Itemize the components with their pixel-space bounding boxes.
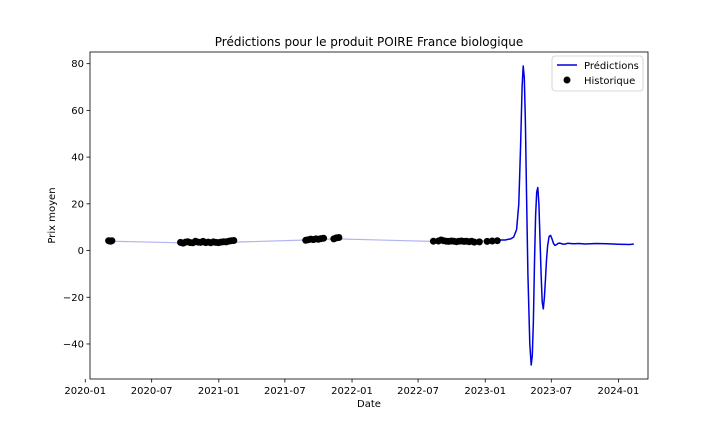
y-tick-label: 0 — [78, 246, 84, 257]
x-tick-label: 2020-01 — [64, 386, 106, 397]
x-tick-label: 2023-07 — [530, 386, 572, 397]
y-tick-label: −40 — [63, 339, 84, 350]
chart-title: Prédictions pour le produit POIRE France… — [215, 35, 523, 49]
plot-area — [90, 52, 648, 379]
x-tick-label: 2023-01 — [464, 386, 506, 397]
legend-historique-label: Historique — [584, 76, 635, 87]
x-tick-label: 2022-01 — [331, 386, 373, 397]
x-tick-label: 2021-07 — [264, 386, 306, 397]
x-tick-label: 2020-07 — [131, 386, 173, 397]
y-axis: −40 −20 0 20 40 60 80 — [63, 59, 90, 350]
historique-point — [320, 234, 328, 242]
plot-background — [90, 52, 648, 379]
historique-point — [475, 238, 483, 246]
historique-point — [230, 237, 238, 244]
historique-point — [493, 237, 501, 245]
x-axis: 2020-01 2020-07 2021-01 2021-07 2022-01 2022-… — [64, 379, 639, 397]
historique-point — [483, 237, 491, 245]
y-tick-label: 80 — [71, 59, 84, 70]
y-tick-label: −20 — [63, 293, 84, 304]
historique-point — [108, 237, 116, 245]
historique-point — [429, 237, 437, 245]
legend-predictions-label: Prédictions — [584, 60, 639, 72]
historique-point — [335, 234, 343, 241]
plot-frame — [89, 51, 649, 380]
historique-point — [470, 238, 478, 246]
y-tick-label: 60 — [71, 106, 84, 117]
x-tick-label: 2024-01 — [598, 386, 640, 397]
x-tick-label: 2022-07 — [397, 386, 439, 397]
legend-historique-swatch — [563, 76, 571, 84]
y-tick-label: 20 — [71, 199, 84, 210]
historique-point — [488, 237, 496, 245]
series-predictions — [499, 65, 634, 366]
x-tick-label: 2021-01 — [198, 386, 240, 397]
legend: Prédictions Historique — [551, 55, 644, 92]
y-tick-label: 40 — [71, 153, 84, 164]
x-axis-label: Date — [357, 399, 381, 410]
y-axis-label: Prix moyen — [47, 187, 58, 243]
